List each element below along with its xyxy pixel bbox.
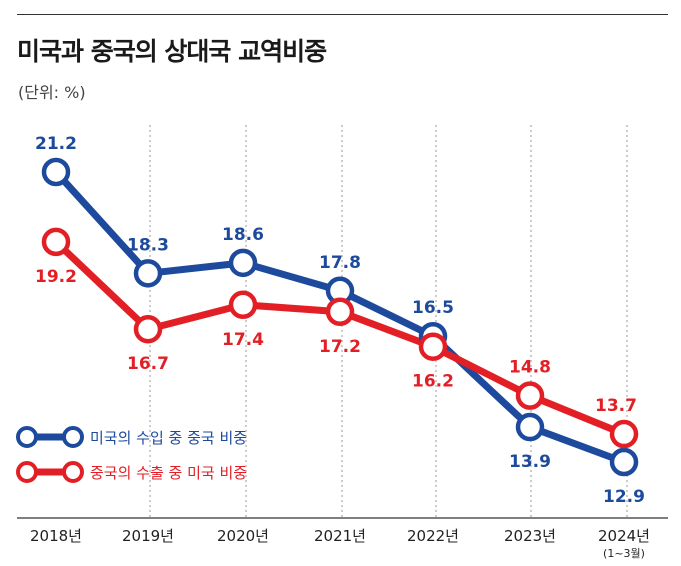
- data-point: [515, 381, 545, 410]
- data-label: 13.9: [509, 452, 551, 472]
- legend-marker: [62, 461, 84, 483]
- data-label: 14.8: [509, 358, 551, 378]
- grid: [149, 125, 628, 518]
- data-label: 17.8: [319, 253, 361, 273]
- chart-unit: (단위: %): [18, 83, 86, 102]
- data-label: 18.3: [127, 235, 169, 255]
- x-axis-ticks: 2018년 2019년 2020년 2021년 2022년 2023년 2024년 (1~3월…: [30, 527, 650, 560]
- data-label: 21.2: [35, 134, 77, 154]
- data-point: [41, 157, 71, 187]
- x-tick-label: 2020년: [217, 527, 269, 545]
- top-rule: [17, 14, 668, 15]
- chart-title: 미국과 중국의 상대국 교역비중: [17, 37, 327, 66]
- data-label: 19.2: [35, 267, 77, 287]
- data-point: [133, 314, 163, 344]
- data-label: 16.2: [412, 372, 454, 392]
- series-points: [41, 157, 639, 477]
- x-tick-label: 2021년: [314, 527, 366, 545]
- data-point: [418, 332, 448, 361]
- data-label: 13.7: [595, 396, 637, 416]
- x-tick-label: 2024년: [598, 527, 650, 545]
- data-label: 17.4: [222, 330, 264, 350]
- data-point: [41, 227, 71, 257]
- legend-marker: [16, 461, 38, 483]
- x-tick-label: 2018년: [30, 527, 82, 545]
- legend-label: 미국의 수입 중 중국 비중: [90, 429, 247, 447]
- data-labels: 21.2 18.3 18.6 17.8 16.5 13.9 12.9 19.2 16.7 17.4…: [35, 134, 645, 507]
- legend-marker: [62, 426, 84, 448]
- data-point: [228, 248, 258, 278]
- data-label: 16.5: [412, 298, 454, 318]
- x-tick-label: 2023년: [504, 527, 556, 545]
- legend-label: 중국의 수출 중 미국 비중: [90, 464, 247, 482]
- data-point: [609, 447, 639, 477]
- data-label: 17.2: [319, 337, 361, 357]
- legend-marker: [16, 426, 38, 448]
- data-point: [609, 419, 639, 449]
- data-label: 18.6: [222, 225, 264, 245]
- data-point: [325, 297, 355, 327]
- data-point: [228, 290, 258, 320]
- data-label: 12.9: [603, 487, 645, 507]
- x-tick-note: (1~3월): [603, 547, 645, 560]
- data-point: [515, 412, 545, 442]
- data-point: [133, 259, 163, 288]
- data-label: 16.7: [127, 354, 169, 374]
- x-tick-label: 2022년: [407, 527, 459, 545]
- x-tick-label: 2019년: [122, 527, 174, 545]
